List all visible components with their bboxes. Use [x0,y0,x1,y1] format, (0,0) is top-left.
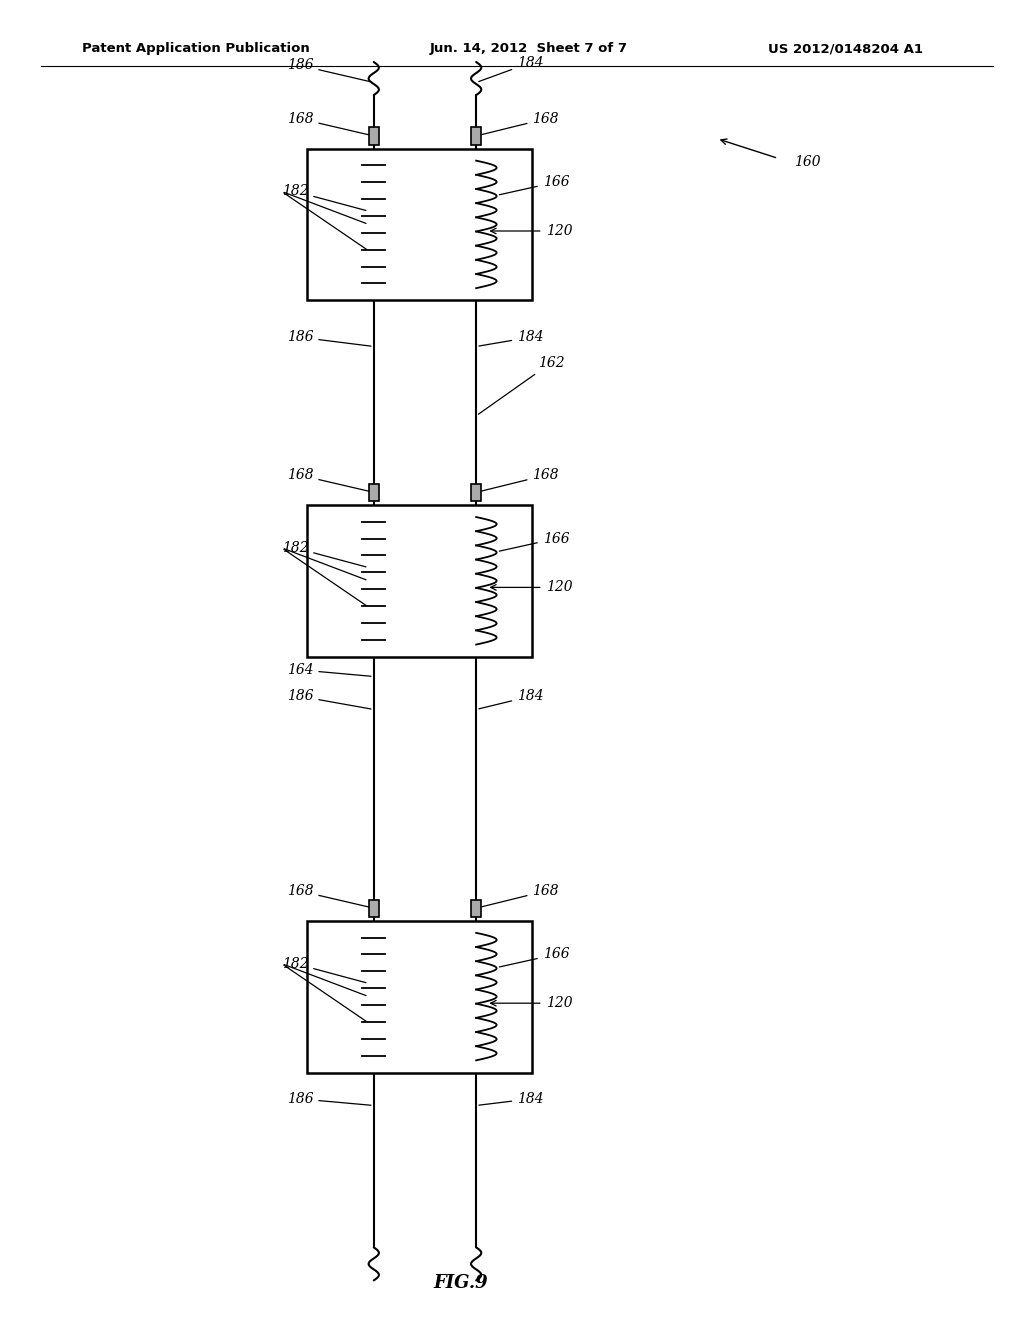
Text: Patent Application Publication: Patent Application Publication [82,42,309,55]
Text: 166: 166 [500,948,569,968]
Bar [471,127,481,144]
Bar [307,149,532,301]
Text: 184: 184 [479,55,544,82]
Text: 160: 160 [794,156,820,169]
Text: Jun. 14, 2012  Sheet 7 of 7: Jun. 14, 2012 Sheet 7 of 7 [430,42,628,55]
Bar [369,900,379,916]
Bar [307,504,532,656]
Text: 168: 168 [287,469,371,492]
Text: 186: 186 [287,689,371,709]
Text: 186: 186 [287,58,371,82]
Bar [307,921,532,1072]
Text: 182: 182 [282,541,366,566]
Text: 168: 168 [287,884,371,908]
Text: 168: 168 [479,884,559,907]
Text: 184: 184 [479,330,544,346]
Text: 168: 168 [287,112,371,136]
Text: 186: 186 [287,330,371,346]
Text: 182: 182 [282,957,366,982]
Text: 120: 120 [546,581,572,594]
Text: FIG.9: FIG.9 [433,1274,488,1292]
Text: 164: 164 [287,663,371,677]
Bar [471,483,481,500]
Bar [471,900,481,916]
Bar [369,483,379,500]
Text: 182: 182 [282,185,366,210]
Text: 186: 186 [287,1092,371,1106]
Text: 184: 184 [479,689,544,709]
Text: 184: 184 [479,1092,544,1106]
Text: 168: 168 [479,469,559,491]
Text: 120: 120 [546,997,572,1010]
Text: 168: 168 [479,112,559,135]
Text: 166: 166 [500,532,569,552]
Bar [369,127,379,144]
Text: 120: 120 [546,224,572,238]
Text: 166: 166 [500,176,569,195]
Text: US 2012/0148204 A1: US 2012/0148204 A1 [768,42,923,55]
Text: 162: 162 [478,356,564,414]
